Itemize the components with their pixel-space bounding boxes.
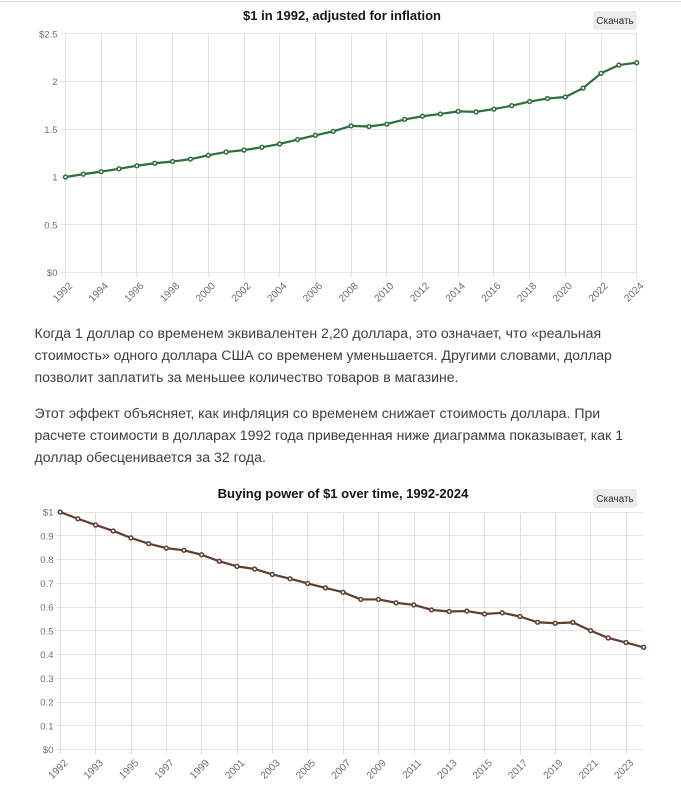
svg-text:2017: 2017 <box>506 758 530 782</box>
svg-text:1.5: 1.5 <box>44 125 57 136</box>
svg-text:1993: 1993 <box>82 758 106 782</box>
svg-text:2001: 2001 <box>224 758 248 782</box>
svg-text:0.4: 0.4 <box>40 650 53 661</box>
svg-text:2013: 2013 <box>436 758 460 782</box>
svg-text:2021: 2021 <box>577 758 601 782</box>
svg-text:2015: 2015 <box>471 758 495 782</box>
svg-text:2012: 2012 <box>408 281 432 305</box>
svg-text:2009: 2009 <box>365 758 389 782</box>
svg-text:2000: 2000 <box>194 281 218 305</box>
svg-text:1992: 1992 <box>47 758 71 782</box>
svg-text:2016: 2016 <box>480 281 504 305</box>
svg-text:1998: 1998 <box>158 281 182 305</box>
svg-text:$1: $1 <box>43 508 54 519</box>
svg-text:2020: 2020 <box>551 281 575 305</box>
svg-text:2007: 2007 <box>330 758 354 782</box>
svg-text:2022: 2022 <box>587 281 611 305</box>
svg-text:0.8: 0.8 <box>40 555 53 566</box>
svg-text:1999: 1999 <box>188 758 212 782</box>
svg-text:2010: 2010 <box>373 281 397 305</box>
svg-text:1997: 1997 <box>153 758 177 782</box>
svg-text:0.5: 0.5 <box>40 626 53 637</box>
svg-text:$0: $0 <box>43 745 54 756</box>
svg-text:2002: 2002 <box>230 281 254 305</box>
svg-text:2023: 2023 <box>612 758 636 782</box>
svg-text:2008: 2008 <box>337 281 361 305</box>
svg-text:$2.5: $2.5 <box>39 29 58 40</box>
svg-text:1: 1 <box>52 173 57 184</box>
svg-text:2003: 2003 <box>259 758 283 782</box>
svg-text:2011: 2011 <box>401 758 425 782</box>
svg-text:2014: 2014 <box>444 281 468 305</box>
svg-text:0.2: 0.2 <box>40 698 53 709</box>
svg-text:1996: 1996 <box>123 281 147 305</box>
svg-text:2019: 2019 <box>542 758 566 782</box>
svg-text:1992: 1992 <box>51 281 75 305</box>
svg-text:0.6: 0.6 <box>40 603 53 614</box>
svg-text:0.9: 0.9 <box>40 531 53 542</box>
svg-text:1995: 1995 <box>117 758 141 782</box>
svg-text:2018: 2018 <box>515 281 539 305</box>
svg-text:2004: 2004 <box>266 281 290 305</box>
svg-text:$0: $0 <box>47 268 58 279</box>
svg-text:2024: 2024 <box>623 281 647 305</box>
svg-text:0.1: 0.1 <box>40 721 53 732</box>
svg-text:0.5: 0.5 <box>44 220 57 231</box>
svg-text:1994: 1994 <box>87 281 111 305</box>
svg-text:0.3: 0.3 <box>40 674 53 685</box>
svg-text:0.7: 0.7 <box>40 579 53 590</box>
svg-text:2005: 2005 <box>294 758 318 782</box>
svg-text:2006: 2006 <box>301 281 325 305</box>
svg-text:2: 2 <box>52 77 57 88</box>
